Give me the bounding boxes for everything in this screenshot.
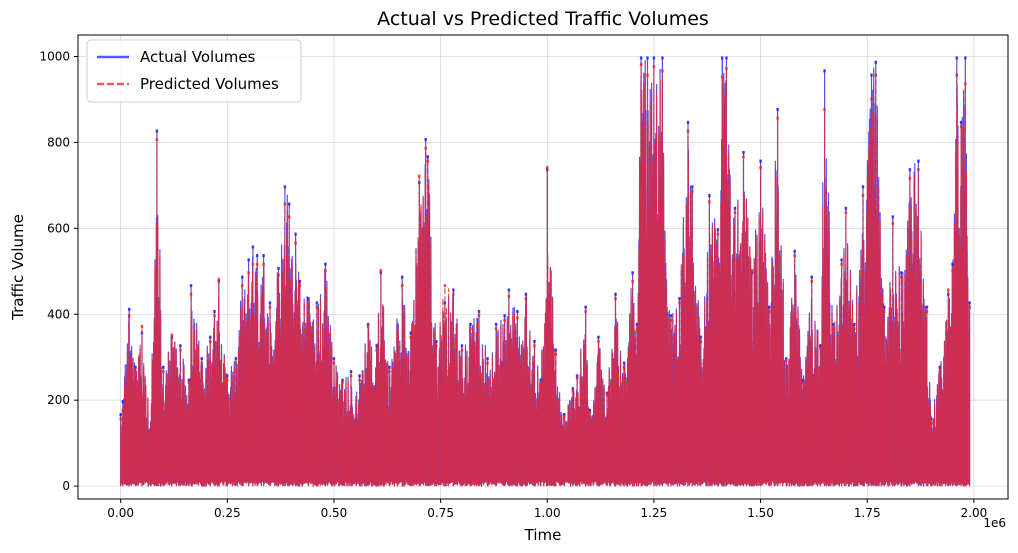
- x-tick-label: 0.50: [321, 506, 348, 520]
- y-tick-label: 600: [47, 221, 70, 235]
- y-tick-label: 400: [47, 307, 70, 321]
- legend-label-predicted: Predicted Volumes: [140, 75, 279, 93]
- y-tick-label: 1000: [39, 49, 70, 63]
- y-axis-label: Traffic Volume: [9, 214, 27, 321]
- y-axis-ticks: 0 200 400 600 800 1000: [39, 49, 78, 493]
- legend: Actual Volumes Predicted Volumes: [86, 39, 302, 103]
- x-axis-ticks: 0.00 0.25 0.50 0.75 1.00 1.25 1.50 1.75 2.00: [107, 499, 987, 520]
- y-tick-label: 0: [62, 479, 70, 493]
- series-layer: [119, 56, 971, 487]
- plot-frame: [77, 34, 1009, 500]
- x-tick-label: 0.75: [427, 506, 454, 520]
- x-axis-label: Time: [524, 526, 562, 544]
- x-tick-label: 1.00: [534, 506, 561, 520]
- series-line: [120, 62, 971, 487]
- x-axis-offset-label: 1e6: [983, 516, 1006, 530]
- series-predicted-volumes: [119, 62, 971, 487]
- y-tick-label: 800: [47, 135, 70, 149]
- legend-label-actual: Actual Volumes: [140, 48, 256, 66]
- x-tick-label: 1.75: [854, 506, 881, 520]
- x-tick-label: 0.00: [107, 506, 134, 520]
- chart-title: Actual vs Predicted Traffic Volumes: [377, 8, 709, 30]
- x-tick-label: 1.25: [641, 506, 668, 520]
- y-tick-label: 200: [47, 393, 70, 407]
- legend-frame: [86, 39, 302, 103]
- x-tick-label: 0.25: [214, 506, 241, 520]
- x-tick-label: 2.00: [961, 506, 988, 520]
- x-tick-label: 1.50: [747, 506, 774, 520]
